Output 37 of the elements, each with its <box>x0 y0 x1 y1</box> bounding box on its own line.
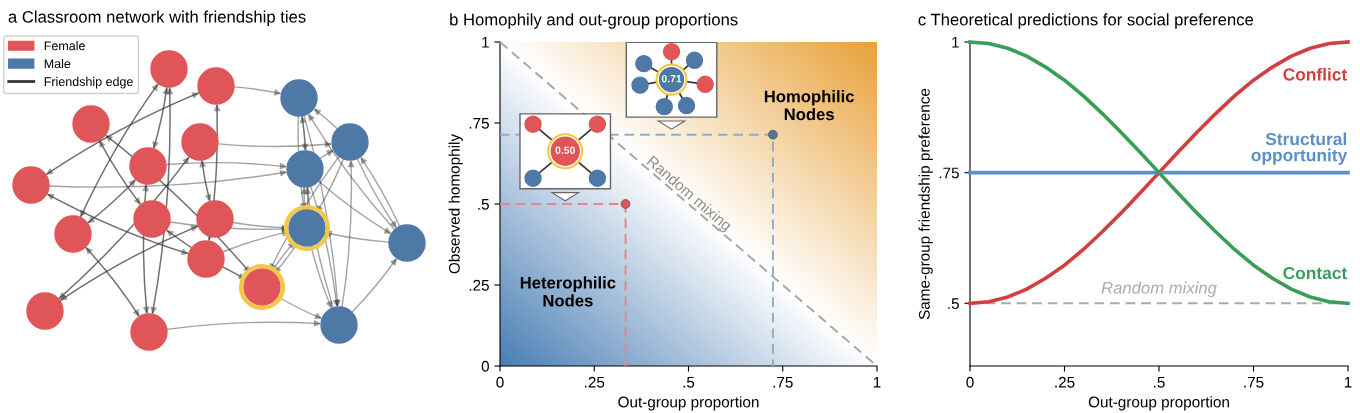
y-tick-label: .5 <box>948 298 959 309</box>
y-axis-title: Observed homophily <box>448 133 463 274</box>
x-tick-label: .75 <box>773 376 793 388</box>
annotation: Heterophilic Nodes <box>520 276 616 307</box>
x-axis-title: Out-group proportion <box>1088 396 1229 411</box>
y-axis-title: Same-group friendship preference <box>918 88 933 320</box>
y-tick-label: .5 <box>478 199 489 210</box>
legend-label: Male <box>44 58 71 69</box>
y-tick-label: 1 <box>952 37 959 48</box>
line-series <box>968 40 1350 306</box>
y-tick-label: .75 <box>469 118 489 129</box>
chart-title: b Homophily and out-group proportions <box>450 13 738 29</box>
annotation: 0.71 <box>661 75 682 83</box>
series-label: Structural opportunity <box>1251 132 1348 165</box>
annotation: Homophilic Nodes <box>764 90 855 121</box>
x-tick-label: 1 <box>873 376 881 388</box>
x-tick-label: 0 <box>496 376 504 388</box>
x-tick-label: .25 <box>1055 376 1075 388</box>
legend-label: Friendship edge <box>44 76 133 89</box>
x-tick-label: .25 <box>585 376 605 388</box>
x-tick-label: .75 <box>1244 376 1264 388</box>
x-tick-label: 0 <box>966 376 974 388</box>
series-label: Contact <box>1283 266 1348 280</box>
annotation: 0.50 <box>555 146 575 154</box>
x-axis-title: Out-group proportion <box>618 396 759 411</box>
y-tick-label: 0 <box>481 360 489 372</box>
series-label: Conflict <box>1283 67 1348 81</box>
x-tick-label: .5 <box>1154 376 1165 388</box>
x-tick-label: .5 <box>683 376 695 388</box>
x-tick-label: 1 <box>1344 376 1352 388</box>
text: a Classroom network with friendship ties <box>8 10 306 27</box>
y-tick-label: .25 <box>469 279 489 291</box>
y-tick-label: 1 <box>482 37 489 48</box>
legend-label: Female <box>44 41 85 51</box>
ref-line-label: Random mixing <box>1101 281 1217 298</box>
y-tick-label: .75 <box>939 167 959 179</box>
chart-title: c Theoretical predictions for social preference <box>918 13 1254 29</box>
